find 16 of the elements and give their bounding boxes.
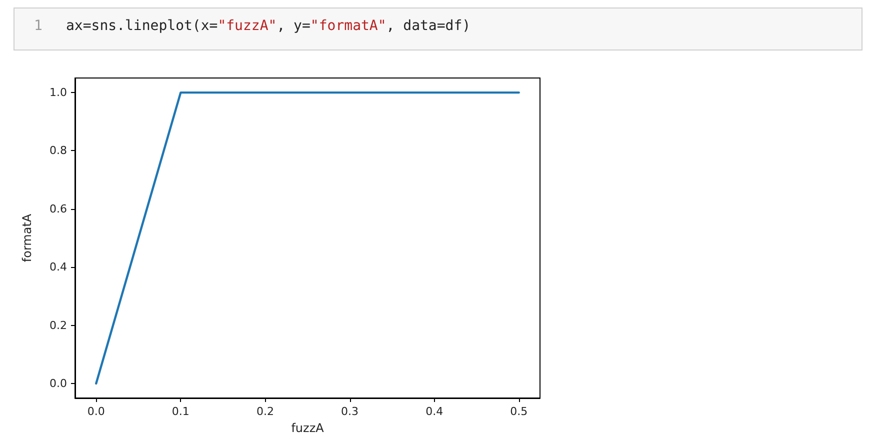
text: 1 <box>34 18 42 34</box>
x-axis-title: fuzzA <box>291 420 325 435</box>
x-tick-label: 0.3 <box>341 405 359 418</box>
y-tick-label: 0.4 <box>50 260 67 274</box>
y-tick-label: 0.8 <box>50 144 67 158</box>
x-tick-label: 0.2 <box>256 405 274 418</box>
y-tick-label: 1.0 <box>50 86 67 100</box>
x-tick-label: 0.4 <box>426 405 444 418</box>
x-tick-label: 0.5 <box>510 405 528 418</box>
x-tick-label: 0.0 <box>87 405 105 418</box>
x-tick-label: 0.1 <box>172 405 190 418</box>
y-tick-label: 0.6 <box>50 202 67 216</box>
text: ax=sns.lineplot(x="fuzzA", y="formatA", data=df) <box>66 18 471 34</box>
y-tick-label: 0.2 <box>50 318 67 332</box>
y-tick-label: 0.0 <box>50 376 67 390</box>
y-axis-title: formatA <box>20 213 34 262</box>
